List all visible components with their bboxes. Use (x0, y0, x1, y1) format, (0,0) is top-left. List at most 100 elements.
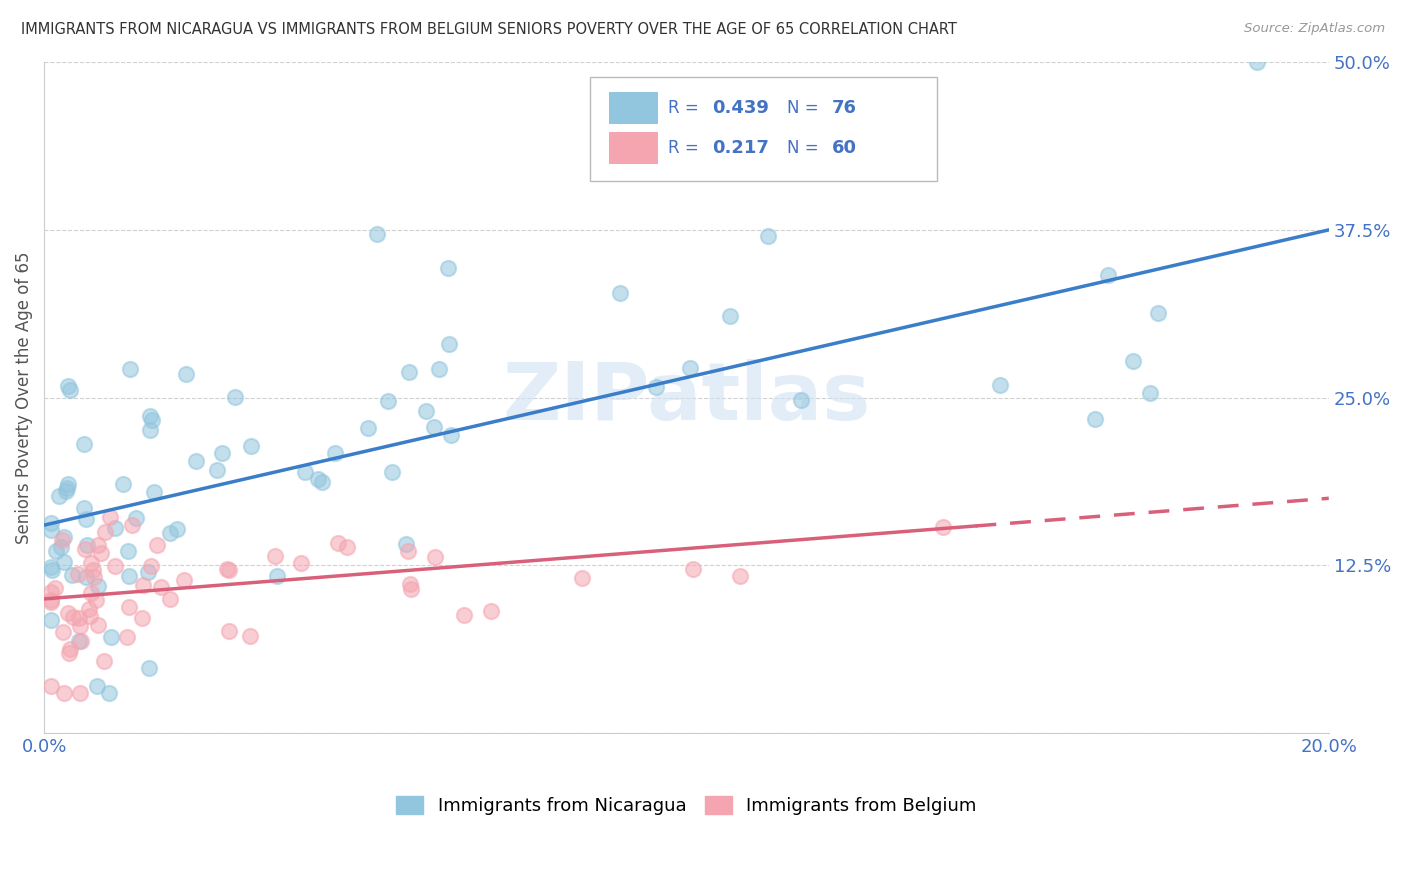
Point (756, 229, 779, 244)
Point (224, 390, 246, 404)
Point (86, 679, 108, 693)
Point (39, 595, 62, 609)
Point (481, 604, 503, 618)
Point (790, 393, 813, 408)
Point (176, 367, 198, 381)
Point (39, 613, 62, 627)
Point (39, 584, 62, 599)
Point (120, 362, 142, 376)
Point (1122, 354, 1144, 368)
Point (139, 559, 162, 574)
Point (112, 477, 135, 491)
Point (218, 624, 240, 638)
Point (62, 610, 84, 624)
Point (166, 522, 188, 536)
Text: 0.439: 0.439 (711, 99, 769, 117)
Point (1139, 386, 1161, 401)
Point (366, 227, 388, 241)
Point (398, 365, 420, 379)
Point (52, 530, 75, 544)
Point (39, 516, 62, 531)
FancyBboxPatch shape (591, 77, 936, 181)
Point (60, 568, 83, 582)
Text: R =: R = (668, 99, 704, 117)
Point (718, 310, 741, 324)
Point (239, 439, 262, 453)
Point (377, 394, 399, 409)
Point (56, 477, 79, 491)
Point (571, 571, 593, 585)
Point (53, 686, 76, 700)
Point (932, 520, 955, 534)
Point (396, 544, 419, 558)
Point (52, 625, 75, 640)
Point (398, 577, 420, 591)
Point (440, 427, 463, 442)
Point (45, 544, 67, 558)
Point (645, 380, 668, 394)
Point (139, 423, 162, 437)
Point (79, 556, 101, 570)
Text: R =: R = (668, 139, 704, 157)
Point (84, 592, 107, 607)
Point (323, 446, 346, 460)
Point (73, 437, 96, 451)
Point (205, 463, 228, 477)
Point (138, 661, 160, 675)
FancyBboxPatch shape (609, 92, 658, 124)
Point (117, 544, 139, 558)
Point (415, 404, 437, 418)
FancyBboxPatch shape (609, 132, 658, 164)
Point (56, 481, 79, 495)
Point (264, 549, 287, 563)
Point (94, 525, 117, 540)
Point (336, 540, 359, 554)
Point (98, 686, 121, 700)
Point (98, 509, 121, 524)
Text: Source: ZipAtlas.com: Source: ZipAtlas.com (1244, 22, 1385, 36)
Text: 60: 60 (831, 139, 856, 157)
Point (173, 573, 195, 587)
Point (75, 542, 97, 557)
Point (308, 472, 330, 486)
Point (86, 538, 108, 552)
Point (609, 285, 631, 300)
Point (988, 377, 1011, 392)
Point (83, 570, 105, 584)
Text: N =: N = (786, 139, 824, 157)
Point (115, 630, 138, 644)
Point (211, 446, 233, 460)
Point (87, 579, 110, 593)
Point (121, 517, 143, 532)
Point (1246, 55, 1268, 70)
Point (100, 631, 122, 645)
Point (423, 420, 446, 434)
Text: 76: 76 (831, 99, 856, 117)
Point (427, 362, 450, 376)
Text: ZIPatlas: ZIPatlas (502, 359, 870, 436)
Point (59, 384, 82, 398)
Point (149, 580, 172, 594)
Point (118, 600, 141, 615)
Point (82, 563, 104, 577)
Point (215, 562, 238, 576)
Point (124, 511, 146, 525)
Point (1097, 268, 1119, 282)
Point (425, 550, 447, 565)
Point (728, 568, 751, 582)
Point (51, 533, 73, 547)
Point (678, 361, 700, 376)
Point (69, 685, 91, 699)
Point (80, 585, 103, 599)
Point (453, 607, 475, 622)
Point (73, 500, 96, 515)
Point (138, 409, 160, 423)
Point (682, 562, 704, 576)
Point (381, 465, 404, 479)
Point (66, 566, 89, 581)
Point (56, 378, 79, 392)
Point (357, 421, 380, 435)
Point (90, 545, 112, 559)
Point (141, 413, 163, 427)
Point (48, 489, 70, 503)
